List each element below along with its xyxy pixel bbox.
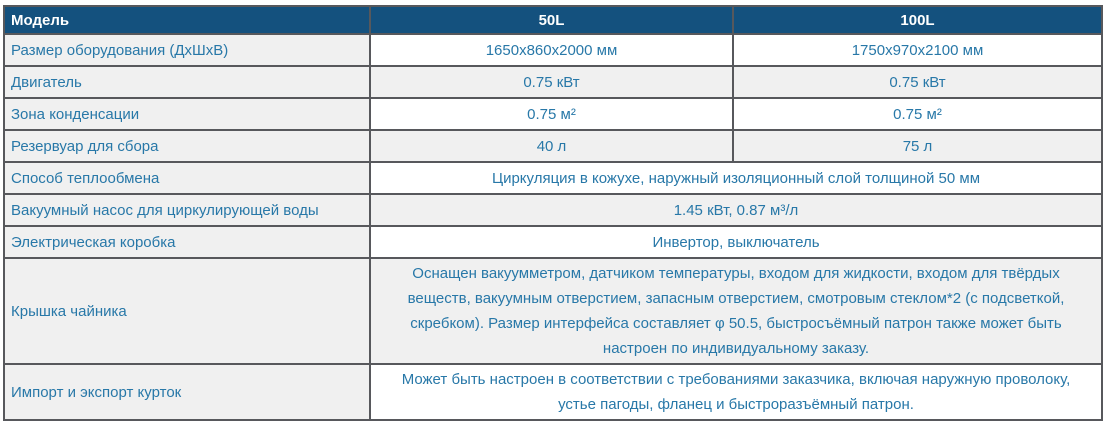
spec-table-body: Размер оборудования (ДхШхВ) 1650х860х2000… xyxy=(3,33,1103,421)
table-row: Способ теплообмена Циркуляция в кожухе, н… xyxy=(3,161,1103,195)
row-value: 1650х860х2000 мм xyxy=(369,33,734,67)
row-label: Крышка чайника xyxy=(3,257,371,365)
spec-table: Модель 50L 100L Размер оборудования (ДхШ… xyxy=(3,5,1103,421)
row-value: 0.75 м² xyxy=(369,97,734,131)
header-model: Модель xyxy=(3,5,371,35)
table-row: Вакуумный насос для циркулирующей воды 1.… xyxy=(3,193,1103,227)
row-label: Электрическая коробка xyxy=(3,225,371,259)
row-label: Импорт и экспорт курток xyxy=(3,363,371,421)
row-value: 75 л xyxy=(732,129,1103,163)
row-label: Двигатель xyxy=(3,65,371,99)
row-value: 1.45 кВт, 0.87 м³/л xyxy=(369,193,1103,227)
row-label: Способ теплообмена xyxy=(3,161,371,195)
header-50l: 50L xyxy=(369,5,734,35)
row-label: Зона конденсации xyxy=(3,97,371,131)
table-row: Двигатель 0.75 кВт 0.75 кВт xyxy=(3,65,1103,99)
table-row: Крышка чайника Оснащен вакуумметром, датч… xyxy=(3,257,1103,365)
table-row: Размер оборудования (ДхШхВ) 1650х860х2000… xyxy=(3,33,1103,67)
row-value: Инвертор, выключатель xyxy=(369,225,1103,259)
table-row: Импорт и экспорт курток Может быть настро… xyxy=(3,363,1103,421)
row-value: Оснащен вакуумметром, датчиком температу… xyxy=(369,257,1103,365)
header-100l: 100L xyxy=(732,5,1103,35)
row-value: Циркуляция в кожухе, наружный изоляционн… xyxy=(369,161,1103,195)
table-row: Электрическая коробка Инвертор, выключате… xyxy=(3,225,1103,259)
row-value: 40 л xyxy=(369,129,734,163)
row-value: 0.75 м² xyxy=(732,97,1103,131)
page: Модель 50L 100L Размер оборудования (ДхШ… xyxy=(3,5,1103,421)
row-value: 0.75 кВт xyxy=(369,65,734,99)
row-label: Вакуумный насос для циркулирующей воды xyxy=(3,193,371,227)
table-row: Зона конденсации 0.75 м² 0.75 м² xyxy=(3,97,1103,131)
header-row: Модель 50L 100L xyxy=(3,5,1103,35)
table-row: Резервуар для сбора 40 л 75 л xyxy=(3,129,1103,163)
row-value: Может быть настроен в соответствии с тре… xyxy=(369,363,1103,421)
row-label: Резервуар для сбора xyxy=(3,129,371,163)
row-value: 1750х970х2100 мм xyxy=(732,33,1103,67)
row-label: Размер оборудования (ДхШхВ) xyxy=(3,33,371,67)
row-value: 0.75 кВт xyxy=(732,65,1103,99)
